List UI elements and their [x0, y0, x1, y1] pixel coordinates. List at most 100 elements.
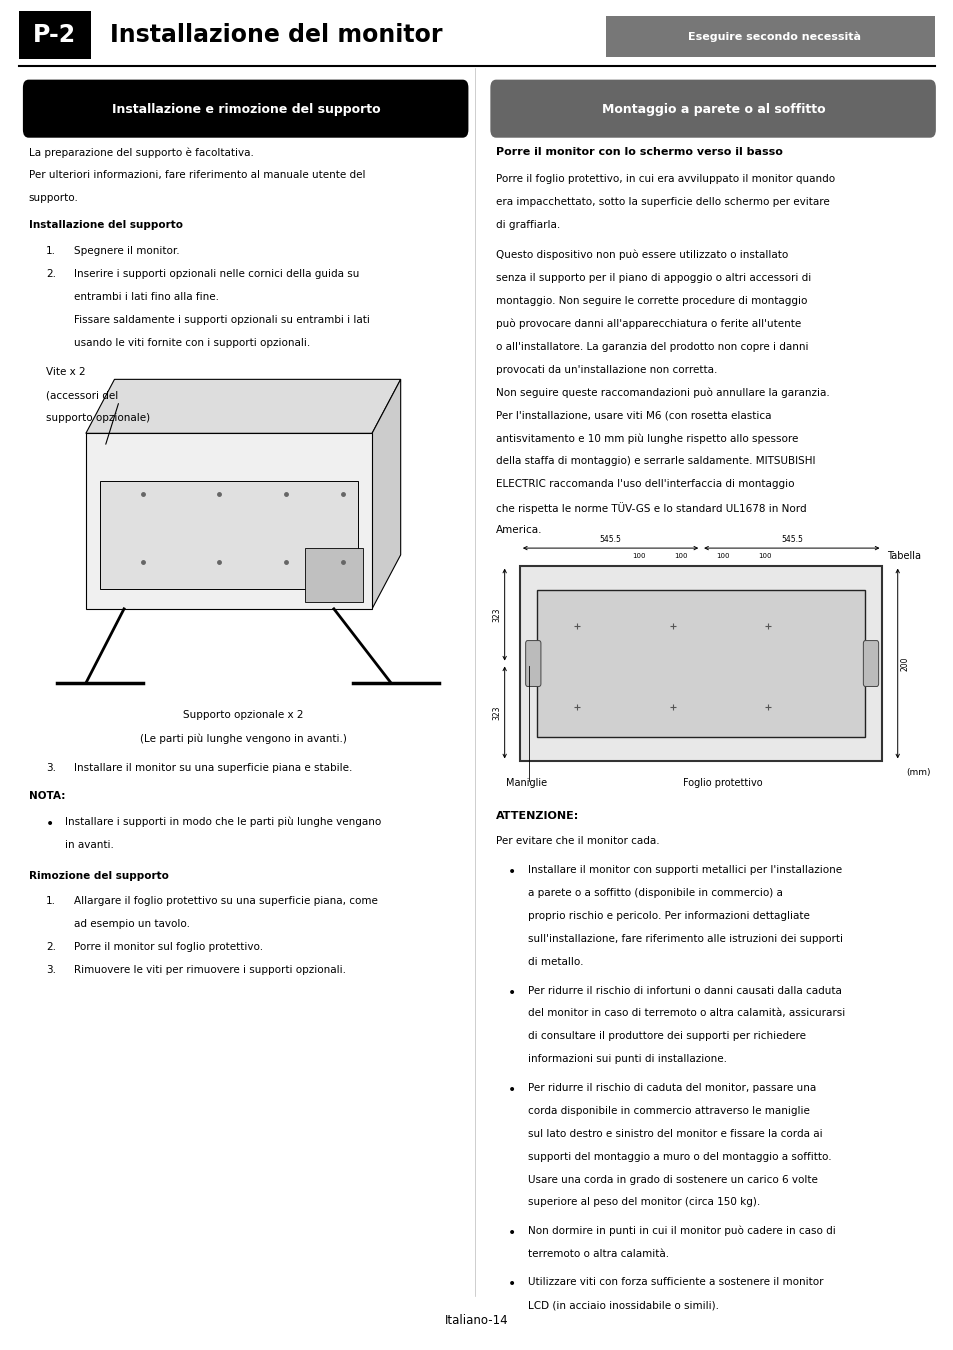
- Text: 100: 100: [716, 554, 729, 559]
- Text: •: •: [507, 1277, 516, 1291]
- Text: 3.: 3.: [46, 763, 55, 772]
- Text: P-2: P-2: [33, 23, 76, 47]
- Text: •: •: [507, 865, 516, 879]
- FancyBboxPatch shape: [605, 16, 934, 57]
- FancyBboxPatch shape: [19, 11, 91, 59]
- Text: Supporto opzionale x 2: Supporto opzionale x 2: [183, 710, 303, 720]
- Text: sull'installazione, fare riferimento alle istruzioni dei supporti: sull'installazione, fare riferimento all…: [527, 934, 841, 944]
- Text: 100: 100: [758, 554, 771, 559]
- Text: Non seguire queste raccomandazioni può annullare la garanzia.: Non seguire queste raccomandazioni può a…: [496, 387, 829, 398]
- Text: in avanti.: in avanti.: [65, 840, 113, 849]
- Text: Eseguire secondo necessità: Eseguire secondo necessità: [687, 31, 861, 42]
- Text: Porre il monitor sul foglio protettivo.: Porre il monitor sul foglio protettivo.: [74, 942, 263, 952]
- Text: •: •: [507, 1083, 516, 1096]
- Text: Fissare saldamente i supporti opzionali su entrambi i lati: Fissare saldamente i supporti opzionali …: [74, 315, 370, 324]
- Text: sul lato destro e sinistro del monitor e fissare la corda ai: sul lato destro e sinistro del monitor e…: [527, 1129, 821, 1138]
- Text: Usare una corda in grado di sostenere un carico 6 volte: Usare una corda in grado di sostenere un…: [527, 1174, 817, 1184]
- Text: antisvitamento e 10 mm più lunghe rispetto allo spessore: antisvitamento e 10 mm più lunghe rispet…: [496, 433, 798, 444]
- Text: America.: America.: [496, 525, 542, 535]
- Text: Non dormire in punti in cui il monitor può cadere in caso di: Non dormire in punti in cui il monitor p…: [527, 1226, 835, 1237]
- Text: Per ridurre il rischio di caduta del monitor, passare una: Per ridurre il rischio di caduta del mon…: [527, 1083, 815, 1092]
- Text: Rimozione del supporto: Rimozione del supporto: [29, 871, 169, 880]
- FancyBboxPatch shape: [525, 641, 540, 687]
- Text: Installazione e rimozione del supporto: Installazione e rimozione del supporto: [112, 103, 380, 116]
- Text: o all'installatore. La garanzia del prodotto non copre i danni: o all'installatore. La garanzia del prod…: [496, 342, 808, 351]
- Text: (mm): (mm): [905, 768, 930, 778]
- Text: 545.5: 545.5: [599, 535, 620, 544]
- Text: 3.: 3.: [46, 965, 55, 975]
- Text: Installazione del supporto: Installazione del supporto: [29, 220, 182, 230]
- Text: Foglio protettivo: Foglio protettivo: [682, 778, 761, 787]
- Text: Questo dispositivo non può essere utilizzato o installato: Questo dispositivo non può essere utiliz…: [496, 250, 787, 261]
- Text: supporti del montaggio a muro o del montaggio a soffitto.: supporti del montaggio a muro o del mont…: [527, 1152, 830, 1161]
- Text: Per l'installazione, usare viti M6 (con rosetta elastica: Per l'installazione, usare viti M6 (con …: [496, 410, 771, 420]
- Text: proprio rischio e pericolo. Per informazioni dettagliate: proprio rischio e pericolo. Per informaz…: [527, 911, 808, 921]
- Text: •: •: [46, 817, 54, 830]
- FancyBboxPatch shape: [519, 566, 882, 761]
- FancyBboxPatch shape: [100, 481, 357, 589]
- FancyBboxPatch shape: [862, 641, 878, 687]
- Text: Italiano-14: Italiano-14: [445, 1314, 508, 1327]
- Polygon shape: [372, 379, 400, 609]
- Text: supporto opzionale): supporto opzionale): [46, 413, 150, 423]
- Text: a parete o a soffitto (disponibile in commercio) a: a parete o a soffitto (disponibile in co…: [527, 888, 781, 898]
- Text: corda disponibile in commercio attraverso le maniglie: corda disponibile in commercio attravers…: [527, 1106, 808, 1115]
- Text: ATTENZIONE:: ATTENZIONE:: [496, 811, 578, 821]
- Text: Rimuovere le viti per rimuovere i supporti opzionali.: Rimuovere le viti per rimuovere i suppor…: [74, 965, 346, 975]
- FancyBboxPatch shape: [305, 548, 362, 602]
- Text: ad esempio un tavolo.: ad esempio un tavolo.: [74, 919, 191, 929]
- Text: 100: 100: [632, 554, 645, 559]
- FancyBboxPatch shape: [537, 590, 864, 737]
- Text: superiore al peso del monitor (circa 150 kg).: superiore al peso del monitor (circa 150…: [527, 1197, 759, 1207]
- Text: di graffiarla.: di graffiarla.: [496, 220, 559, 230]
- Text: può provocare danni all'apparecchiatura o ferite all'utente: può provocare danni all'apparecchiatura …: [496, 319, 801, 329]
- Text: di consultare il produttore dei supporti per richiedere: di consultare il produttore dei supporti…: [527, 1031, 804, 1041]
- Text: usando le viti fornite con i supporti opzionali.: usando le viti fornite con i supporti op…: [74, 338, 311, 347]
- Text: del monitor in caso di terremoto o altra calamità, assicurarsi: del monitor in caso di terremoto o altra…: [527, 1008, 844, 1018]
- Text: Inserire i supporti opzionali nelle cornici della guida su: Inserire i supporti opzionali nelle corn…: [74, 269, 359, 278]
- FancyBboxPatch shape: [490, 80, 935, 138]
- Text: montaggio. Non seguire le corrette procedure di montaggio: montaggio. Non seguire le corrette proce…: [496, 296, 806, 305]
- Text: supporto.: supporto.: [29, 193, 78, 202]
- Text: senza il supporto per il piano di appoggio o altri accessori di: senza il supporto per il piano di appogg…: [496, 273, 810, 282]
- Text: •: •: [507, 1226, 516, 1239]
- Text: •: •: [507, 986, 516, 999]
- Text: Tabella: Tabella: [885, 551, 920, 560]
- Text: entrambi i lati fino alla fine.: entrambi i lati fino alla fine.: [74, 292, 219, 301]
- Text: Porre il monitor con lo schermo verso il basso: Porre il monitor con lo schermo verso il…: [496, 147, 782, 157]
- Text: (accessori del: (accessori del: [46, 390, 118, 400]
- Text: 2.: 2.: [46, 942, 55, 952]
- Text: della staffa di montaggio) e serrarle saldamente. MITSUBISHI: della staffa di montaggio) e serrarle sa…: [496, 456, 815, 466]
- Text: 100: 100: [674, 554, 687, 559]
- Text: (Le parti più lunghe vengono in avanti.): (Le parti più lunghe vengono in avanti.): [140, 733, 346, 744]
- Text: Allargare il foglio protettivo su una superficie piana, come: Allargare il foglio protettivo su una su…: [74, 896, 378, 906]
- Text: LCD (in acciaio inossidabile o simili).: LCD (in acciaio inossidabile o simili).: [527, 1300, 718, 1310]
- Text: Vite x 2: Vite x 2: [46, 367, 86, 377]
- Text: Installare il monitor con supporti metallici per l'installazione: Installare il monitor con supporti metal…: [527, 865, 841, 875]
- Text: era impacchettato, sotto la superficie dello schermo per evitare: era impacchettato, sotto la superficie d…: [496, 197, 829, 207]
- Text: che rispetta le norme TÜV-GS e lo standard UL1678 in Nord: che rispetta le norme TÜV-GS e lo standa…: [496, 502, 806, 514]
- Text: NOTA:: NOTA:: [29, 791, 65, 801]
- Text: 1.: 1.: [46, 246, 55, 255]
- Text: Utilizzare viti con forza sufficiente a sostenere il monitor: Utilizzare viti con forza sufficiente a …: [527, 1277, 822, 1287]
- Text: terremoto o altra calamità.: terremoto o altra calamità.: [527, 1249, 668, 1258]
- Text: 323: 323: [492, 705, 501, 720]
- Text: Porre il foglio protettivo, in cui era avviluppato il monitor quando: Porre il foglio protettivo, in cui era a…: [496, 174, 834, 184]
- Text: informazioni sui punti di installazione.: informazioni sui punti di installazione.: [527, 1054, 726, 1064]
- Text: Spegnere il monitor.: Spegnere il monitor.: [74, 246, 180, 255]
- Text: Per ulteriori informazioni, fare riferimento al manuale utente del: Per ulteriori informazioni, fare riferim…: [29, 170, 365, 180]
- Text: 200: 200: [900, 656, 909, 671]
- Text: 2.: 2.: [46, 269, 55, 278]
- Text: Montaggio a parete o al soffitto: Montaggio a parete o al soffitto: [601, 103, 824, 116]
- Text: Installare i supporti in modo che le parti più lunghe vengano: Installare i supporti in modo che le par…: [65, 817, 380, 828]
- Text: 545.5: 545.5: [781, 535, 801, 544]
- Text: ELECTRIC raccomanda l'uso dell'interfaccia di montaggio: ELECTRIC raccomanda l'uso dell'interfacc…: [496, 479, 794, 489]
- Text: 1.: 1.: [46, 896, 55, 906]
- Text: Maniglie: Maniglie: [505, 778, 546, 787]
- Text: Per evitare che il monitor cada.: Per evitare che il monitor cada.: [496, 836, 659, 845]
- Text: Per ridurre il rischio di infortuni o danni causati dalla caduta: Per ridurre il rischio di infortuni o da…: [527, 986, 841, 995]
- FancyBboxPatch shape: [86, 433, 372, 609]
- Text: provocati da un'installazione non corretta.: provocati da un'installazione non corret…: [496, 364, 717, 374]
- Text: 323: 323: [492, 608, 501, 622]
- Text: di metallo.: di metallo.: [527, 957, 582, 967]
